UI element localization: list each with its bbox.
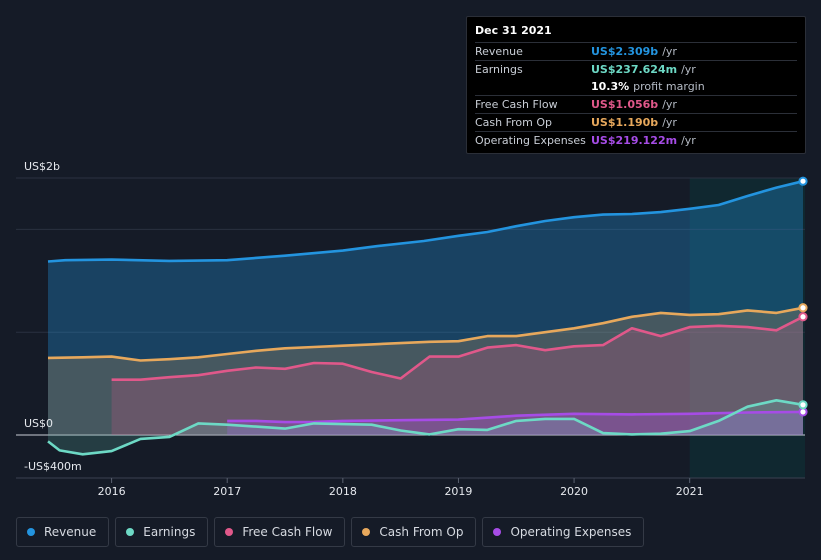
tooltip-row-cfo: Cash From Op US$1.190b /yr	[475, 113, 797, 131]
opex-line	[227, 410, 804, 424]
x-tick-label: 2020	[560, 485, 588, 498]
tooltip-label: Revenue	[475, 45, 523, 58]
free-cash-flow-dot-icon	[225, 528, 234, 536]
x-tick-label: 2021	[676, 485, 704, 498]
tooltip-margin-text: profit margin	[633, 80, 705, 93]
series-endpoints	[798, 176, 808, 417]
tooltip-row-revenue: Revenue US$2.309b /yr	[475, 42, 797, 60]
tooltip-value-margin: 10.3%	[591, 80, 630, 93]
tooltip-unit: /yr	[681, 134, 696, 147]
tooltip-value-opex: US$219.122m	[591, 134, 678, 147]
earnings-dot-icon	[126, 528, 135, 536]
tooltip-label: Free Cash Flow	[475, 98, 558, 111]
legend-label: Operating Expenses	[510, 525, 632, 539]
tooltip-row-opex: Operating Expenses US$219.122m /yr	[475, 131, 797, 149]
tooltip-unit: /yr	[662, 98, 677, 111]
legend-revenue[interactable]: Revenue	[16, 517, 110, 547]
tooltip-unit: /yr	[681, 63, 696, 76]
tooltip-label: Earnings	[475, 63, 523, 76]
tooltip-label: Cash From Op	[475, 116, 553, 129]
legend-earnings[interactable]: Earnings	[115, 517, 209, 547]
x-tick-label: 2017	[213, 485, 241, 498]
opex-area	[227, 411, 803, 435]
revenue-line	[47, 179, 804, 263]
series-lines	[47, 179, 804, 456]
cash-from-op-dot-icon	[362, 528, 371, 536]
legend-label: Revenue	[44, 525, 97, 539]
revenue-endpoint	[798, 176, 808, 186]
y-label-zero: US$0	[24, 417, 53, 430]
tooltip-row-fcf: Free Cash Flow US$1.056b /yr	[475, 95, 797, 113]
fcf-endpoint	[798, 312, 808, 322]
chart-legend: Revenue Earnings Free Cash Flow Cash Fro…	[16, 517, 645, 547]
data-tooltip: Dec 31 2021 Revenue US$2.309b /yr Earnin…	[466, 16, 806, 154]
y-label-top: US$2b	[24, 160, 60, 173]
cfo-endpoint	[798, 303, 808, 313]
y-label-bottom: -US$400m	[24, 460, 82, 473]
x-tick-label: 2016	[98, 485, 126, 498]
legend-cash-from-op[interactable]: Cash From Op	[351, 517, 477, 547]
revenue-dot-icon	[27, 528, 35, 536]
earnings-line	[47, 399, 804, 456]
legend-operating-expenses[interactable]: Operating Expenses	[482, 517, 645, 547]
tooltip-date: Dec 31 2021	[475, 24, 552, 37]
fcf-area	[111, 316, 804, 435]
tooltip-value-revenue: US$2.309b	[591, 45, 659, 58]
operating-expenses-dot-icon	[493, 528, 502, 536]
cfo-line	[47, 306, 804, 362]
legend-label: Earnings	[143, 525, 196, 539]
earnings-area	[48, 400, 803, 455]
revenue-area	[48, 181, 803, 435]
tooltip-value-cfo: US$1.190b	[591, 116, 659, 129]
tooltip-value-fcf: US$1.056b	[591, 98, 659, 111]
tooltip-unit: /yr	[662, 45, 677, 58]
legend-label: Free Cash Flow	[242, 525, 333, 539]
x-axis-ticks: 2016 2017 2018 2019 2020 2021	[98, 478, 704, 498]
fcf-line	[111, 315, 804, 381]
tooltip-label: Operating Expenses	[475, 134, 586, 147]
tooltip-unit: /yr	[662, 116, 677, 129]
tooltip-value-earnings: US$237.624m	[591, 63, 678, 76]
earnings-endpoint	[798, 400, 808, 410]
legend-free-cash-flow[interactable]: Free Cash Flow	[214, 517, 346, 547]
x-tick-label: 2019	[444, 485, 472, 498]
x-tick-label: 2018	[329, 485, 357, 498]
legend-label: Cash From Op	[379, 525, 464, 539]
tooltip-row-margin: 10.3% profit margin	[475, 78, 797, 95]
tooltip-row-earnings: Earnings US$237.624m /yr	[475, 60, 797, 78]
